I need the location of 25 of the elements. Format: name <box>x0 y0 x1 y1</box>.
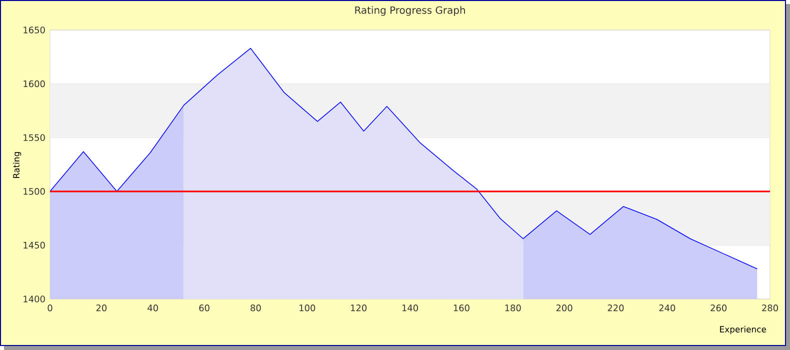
line-series <box>50 48 758 270</box>
y-tick-label: 1650 <box>24 26 45 34</box>
x-tick-label: 280 <box>762 304 778 312</box>
x-tick-label: 140 <box>402 304 418 312</box>
y-tick-label: 1400 <box>24 296 45 302</box>
x-tick-label: 60 <box>199 304 210 312</box>
x-tick-label: 240 <box>659 304 676 312</box>
x-tick-label: 160 <box>454 304 470 312</box>
y-tick-label: 1550 <box>24 134 45 141</box>
x-tick-label: 200 <box>556 304 572 312</box>
x-tick-label: 180 <box>505 304 521 312</box>
x-tick-label: 100 <box>300 304 316 312</box>
x-tick-label: 40 <box>148 304 158 312</box>
x-tick-label: 80 <box>250 304 261 312</box>
y-axis-title: Rating <box>12 152 22 178</box>
x-axis-title: Experience <box>720 326 766 334</box>
y-tick-label: 1450 <box>24 242 45 249</box>
x-tick-label: 220 <box>608 304 624 312</box>
x-tick-label: 0 <box>48 304 52 312</box>
y-tick-label: 1500 <box>24 188 45 195</box>
chart-title: Rating Progress Graph <box>355 6 465 16</box>
x-tick-label: 20 <box>96 304 107 312</box>
x-tick-label: 260 <box>710 304 727 312</box>
x-tick-label: 120 <box>351 304 367 312</box>
y-tick-label: 1600 <box>24 80 45 88</box>
